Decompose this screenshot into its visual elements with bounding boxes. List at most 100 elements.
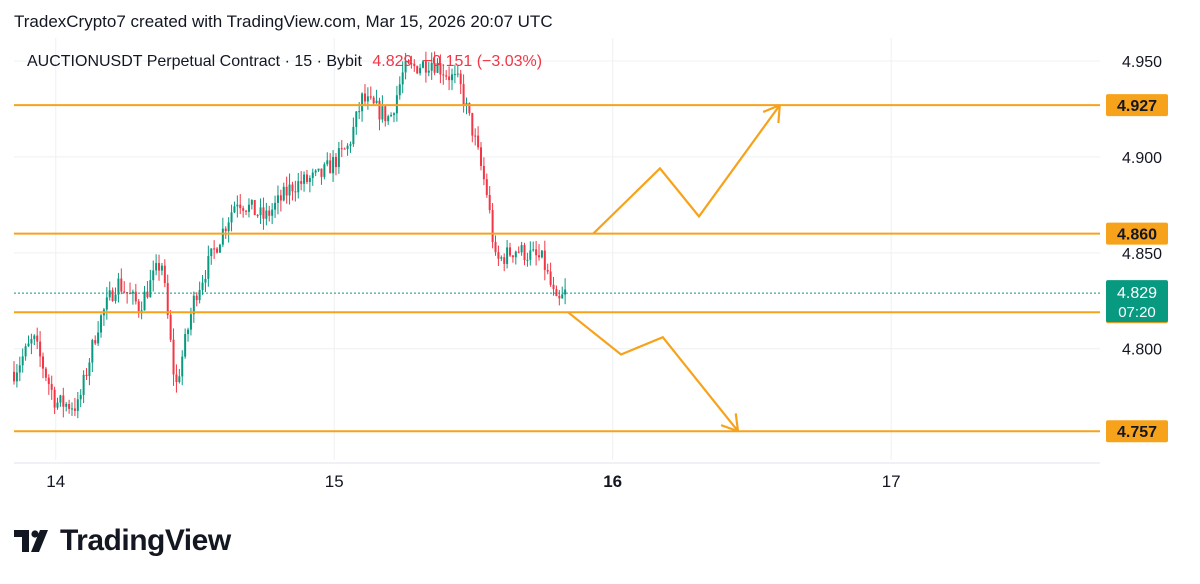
current-price-badge bbox=[1106, 280, 1168, 323]
candle-body bbox=[477, 135, 480, 148]
candle-body bbox=[271, 209, 274, 216]
candle-body bbox=[291, 184, 294, 192]
candle-body bbox=[430, 62, 433, 71]
chart-legend: AUCTIONUSDT Perpetual Contract · 15 · By… bbox=[27, 53, 542, 71]
candle-body bbox=[352, 126, 355, 145]
candle-body bbox=[137, 301, 140, 312]
candle-body bbox=[94, 340, 97, 344]
candle-body bbox=[334, 156, 337, 168]
candle-body bbox=[433, 62, 436, 73]
candle-body bbox=[439, 63, 442, 75]
candle-body bbox=[282, 186, 285, 201]
candle-body bbox=[538, 255, 541, 258]
candle-body bbox=[175, 374, 178, 383]
candle-body bbox=[111, 290, 114, 301]
candle-body bbox=[62, 395, 65, 407]
candle-body bbox=[53, 389, 56, 408]
candle-body bbox=[317, 168, 320, 171]
candle-body bbox=[27, 343, 30, 347]
candle-body bbox=[15, 372, 18, 382]
candle-body bbox=[253, 200, 256, 216]
candle-body bbox=[407, 61, 410, 64]
candle-body bbox=[517, 251, 520, 253]
price-change: −0.151 (−3.03%) bbox=[422, 53, 543, 70]
candle-body bbox=[491, 210, 494, 242]
candle-body bbox=[134, 291, 137, 302]
projection-up-arrow bbox=[592, 104, 781, 235]
candle-body bbox=[195, 295, 198, 301]
candle-body bbox=[131, 291, 134, 294]
candle-body bbox=[445, 75, 448, 77]
candle-body bbox=[401, 72, 404, 85]
candle-body bbox=[523, 245, 526, 261]
attribution-text: TradexCrypto7 created with TradingView.c… bbox=[14, 12, 553, 31]
price-axis: 4.9504.9004.8504.8004.9274.8604.8194.757… bbox=[1106, 54, 1168, 443]
candle-body bbox=[343, 148, 346, 150]
level-price-badge bbox=[1106, 222, 1168, 245]
candle-body bbox=[514, 251, 517, 258]
candle-body bbox=[239, 204, 242, 209]
candle-body bbox=[166, 283, 169, 315]
candle-body bbox=[76, 399, 79, 411]
y-tick-label: 4.800 bbox=[1122, 342, 1162, 359]
candle-body bbox=[236, 204, 239, 207]
candle-body bbox=[297, 181, 300, 193]
candle-body bbox=[279, 195, 282, 201]
candle-body bbox=[230, 212, 233, 223]
candle-body bbox=[149, 280, 152, 298]
candle-body bbox=[30, 339, 33, 344]
candle-body bbox=[91, 340, 94, 363]
tradingview-logo[interactable]: TradingView bbox=[14, 524, 231, 558]
candle-body bbox=[172, 339, 175, 375]
candle-body bbox=[169, 314, 172, 340]
candle-body bbox=[189, 314, 192, 330]
candle-body bbox=[204, 278, 207, 283]
brand-name: TradingView bbox=[60, 524, 231, 557]
candle-body bbox=[227, 222, 230, 232]
candle-body bbox=[384, 106, 387, 122]
candle-body bbox=[453, 74, 456, 76]
candle-body bbox=[482, 165, 485, 180]
candle-body bbox=[18, 365, 21, 373]
candle-body bbox=[201, 282, 204, 290]
candle-body bbox=[540, 250, 543, 258]
candle-body bbox=[36, 335, 39, 342]
candle-body bbox=[146, 291, 149, 298]
candle-body bbox=[178, 376, 181, 383]
candle-body bbox=[114, 294, 117, 301]
candle-body bbox=[509, 247, 512, 256]
candle-body bbox=[160, 265, 163, 271]
candle-body bbox=[349, 144, 352, 146]
projection-up-arrow-head bbox=[777, 105, 781, 124]
candle-body bbox=[419, 67, 422, 74]
candle-body bbox=[233, 206, 236, 213]
candle-body bbox=[497, 252, 500, 259]
candle-body bbox=[24, 346, 27, 357]
candle-body bbox=[416, 66, 419, 74]
candle-body bbox=[288, 184, 291, 196]
price-chart[interactable]: 4.9504.9004.8504.8004.9274.8604.8194.757… bbox=[0, 0, 1200, 500]
candle-body bbox=[494, 241, 497, 253]
level-price-label: 4.757 bbox=[1117, 424, 1157, 441]
candle-body bbox=[152, 270, 155, 281]
candle-body bbox=[381, 106, 384, 120]
candle-body bbox=[82, 374, 85, 395]
candle-body bbox=[39, 341, 42, 357]
candle-body bbox=[424, 61, 427, 73]
candle-body bbox=[213, 248, 216, 250]
candle-body bbox=[529, 250, 532, 260]
candle-body bbox=[198, 289, 201, 301]
candle-body bbox=[285, 186, 288, 196]
candle-body bbox=[436, 63, 439, 73]
candle-body bbox=[372, 97, 375, 104]
candle-body bbox=[259, 207, 262, 216]
level-price-label: 4.860 bbox=[1117, 227, 1157, 244]
candle-body bbox=[47, 377, 50, 385]
candle-body bbox=[44, 368, 47, 378]
candle-body bbox=[520, 245, 523, 253]
candle-body bbox=[413, 63, 416, 67]
horizontal-levels bbox=[14, 104, 1100, 433]
candle-body bbox=[465, 102, 468, 106]
projection-down-arrow-head bbox=[720, 424, 739, 433]
candle-body bbox=[242, 208, 245, 211]
